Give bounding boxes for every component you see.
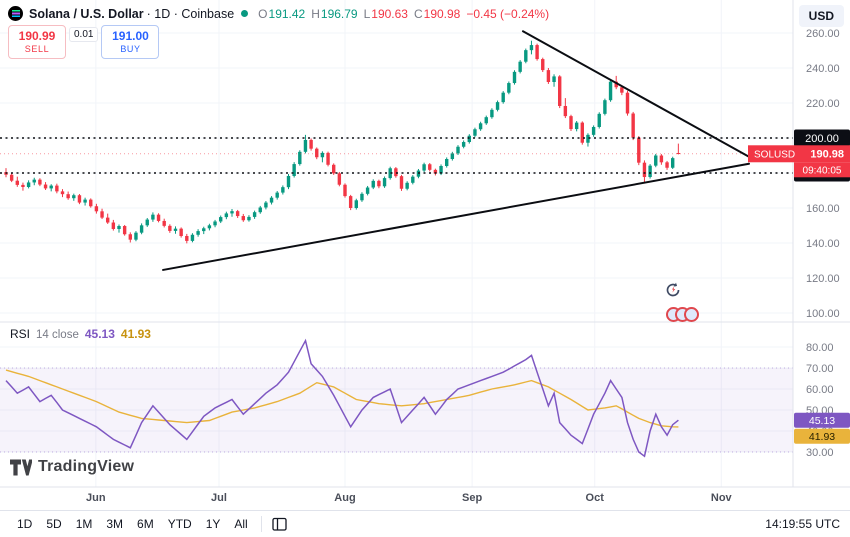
rsi-line	[5, 338, 679, 458]
solana-logo-icon	[8, 6, 23, 21]
svg-text:41.93: 41.93	[809, 431, 835, 443]
ohlc-close-value: 190.98	[423, 6, 461, 21]
rsi-ma-line	[5, 369, 679, 428]
last-price-badge	[748, 145, 850, 163]
range-1y-button[interactable]: 1Y	[205, 517, 221, 531]
refresh-icon[interactable]	[664, 281, 682, 299]
coins-icon[interactable]	[666, 307, 699, 322]
ohlc-high-key: H	[311, 6, 320, 21]
range-1d-button[interactable]: 1D	[17, 517, 33, 531]
price-tick-label: 260.00	[806, 28, 840, 40]
spread-value: 0.01	[69, 27, 99, 42]
rsi-name[interactable]: RSI	[10, 327, 31, 341]
change-value: −0.45 (−0.24%)	[466, 6, 550, 21]
svg-text:200.00: 200.00	[805, 133, 839, 145]
rsi-value-badge	[794, 412, 850, 428]
ohlc-open-key: O	[258, 6, 268, 21]
svg-text:190.98: 190.98	[810, 148, 844, 160]
order-panel: 190.99 SELL 0.01 191.00 BUY	[8, 25, 160, 59]
calendar-icon	[272, 517, 287, 531]
rsi-tick-label: 60.00	[806, 384, 834, 396]
range-1m-button[interactable]: 1M	[75, 517, 93, 531]
tradingview-watermark[interactable]: TradingView	[10, 458, 134, 476]
tradingview-wordmark: TradingView	[38, 458, 135, 475]
price-tick-label: 140.00	[806, 238, 840, 250]
price-tick-label: 120.00	[806, 273, 840, 285]
sell-label: SELL	[24, 44, 50, 54]
range-3m-button[interactable]: 3M	[106, 517, 124, 531]
range-5d-button[interactable]: 5D	[46, 517, 62, 531]
time-axis-month[interactable]: Jun	[86, 492, 106, 504]
chart-canvas[interactable]: 100.00 120.00 140.00 160.00 220.00 240.00 260.…	[0, 0, 850, 510]
time-axis-month[interactable]: Jul	[211, 492, 227, 504]
trendline-descending[interactable]	[521, 30, 750, 158]
symbol-meta[interactable]: · 1D · Coinbase	[146, 6, 235, 21]
svg-text:09:40:05: 09:40:05	[803, 165, 842, 176]
clock-utc[interactable]: 14:19:55 UTC	[765, 517, 840, 531]
countdown-badge	[794, 162, 850, 178]
price-tick-label: 240.00	[806, 63, 840, 75]
buy-button[interactable]: 191.00 BUY	[101, 25, 160, 59]
candlestick-series	[4, 40, 681, 244]
ohlc-close-key: C	[413, 6, 423, 21]
rsi-ma-value: 41.93	[120, 327, 151, 341]
price-tick-label: 220.00	[806, 98, 840, 110]
tradingview-logo-icon	[10, 458, 32, 476]
coin-icon	[684, 307, 699, 322]
floating-icons	[664, 281, 699, 322]
svg-text:45.13: 45.13	[809, 415, 835, 427]
range-all-button[interactable]: All	[234, 517, 248, 531]
rsi-tick-label: 80.00	[806, 342, 834, 354]
level-price-badge	[794, 129, 850, 147]
rsi-band	[0, 368, 793, 452]
toolbar-divider	[260, 516, 262, 532]
time-axis-month[interactable]: Nov	[711, 492, 733, 504]
trendline-ascending[interactable]	[162, 162, 750, 271]
ohlc-open-value: 191.42	[268, 6, 306, 21]
bottom-toolbar: 1D 5D 1M 3M 6M YTD 1Y All 14:19:55 UTC	[0, 510, 850, 537]
time-axis-month[interactable]: Sep	[462, 492, 482, 504]
range-ytd-button[interactable]: YTD	[167, 517, 192, 531]
rsi-value: 45.13	[84, 327, 115, 341]
rsi-ma-badge	[794, 428, 850, 444]
buy-price: 191.00	[112, 29, 149, 43]
svg-text:SOLUSD: SOLUSD	[754, 149, 795, 160]
market-status-icon	[241, 10, 249, 17]
time-axis-month[interactable]: Aug	[334, 492, 355, 504]
ohlc-low-value: 190.63	[371, 6, 408, 21]
sell-price: 190.99	[18, 29, 56, 43]
buy-label: BUY	[120, 44, 141, 54]
rsi-legend: RSI 14 close 45.13 41.93	[10, 327, 151, 341]
rsi-tick-label: 70.00	[806, 363, 834, 375]
rsi-tick-label: 30.00	[806, 447, 834, 459]
ohlc-high-value: 196.79	[320, 6, 358, 21]
symbol-legend: Solana / U.S. Dollar · 1D · Coinbase O 1…	[8, 6, 549, 21]
range-6m-button[interactable]: 6M	[137, 517, 154, 531]
price-tick-label: 160.00	[806, 203, 840, 215]
rsi-params: 14 close	[36, 329, 79, 341]
sell-button[interactable]: 190.99 SELL	[8, 25, 66, 59]
symbol-title[interactable]: Solana / U.S. Dollar	[29, 6, 144, 21]
time-axis-month[interactable]: Oct	[586, 492, 605, 504]
price-tick-label: 100.00	[806, 308, 840, 320]
go-to-date-button[interactable]	[268, 515, 291, 533]
currency-button[interactable]: USD	[798, 5, 844, 27]
ohlc-low-key: L	[363, 6, 371, 21]
